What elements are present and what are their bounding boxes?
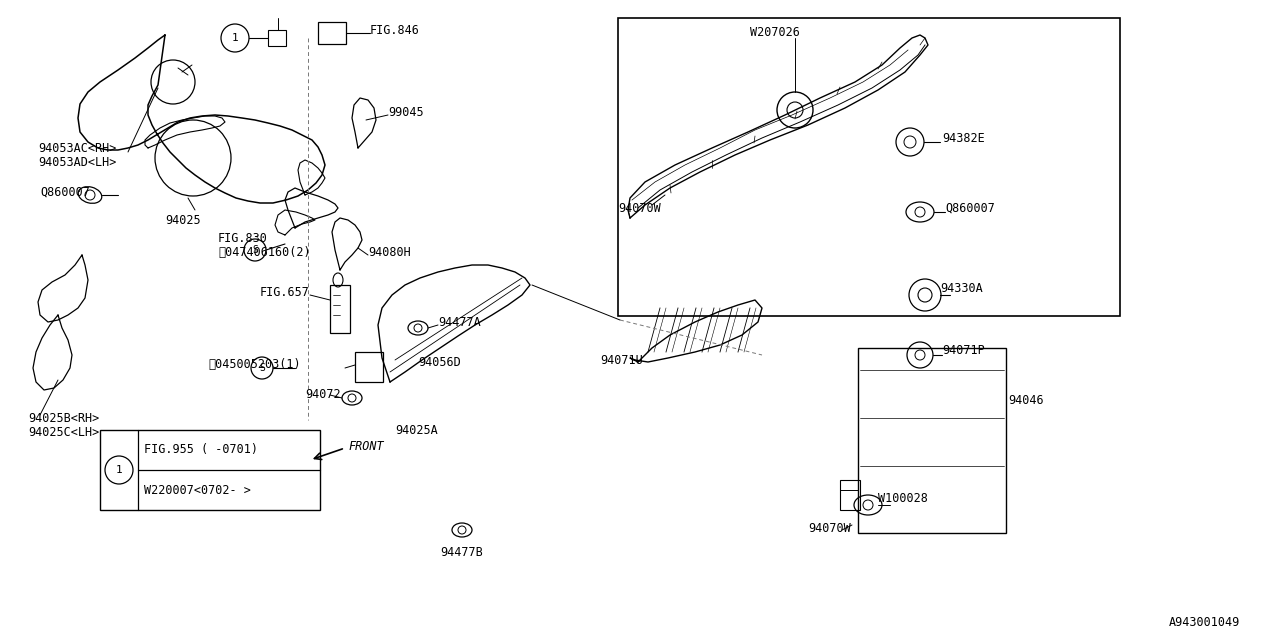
Text: 94053AD<LH>: 94053AD<LH> <box>38 156 116 168</box>
Bar <box>858 348 1006 533</box>
Text: Ⓢ047406160(2): Ⓢ047406160(2) <box>218 246 311 259</box>
Text: FIG.657: FIG.657 <box>260 285 310 298</box>
Text: 94071U: 94071U <box>600 353 643 367</box>
Bar <box>618 18 1120 316</box>
Text: 99045: 99045 <box>388 106 424 118</box>
Text: S: S <box>252 245 259 255</box>
Text: FIG.846: FIG.846 <box>370 24 420 36</box>
Bar <box>268 30 285 46</box>
Text: FRONT: FRONT <box>348 440 384 452</box>
Text: W100028: W100028 <box>878 492 928 504</box>
Text: 94080H: 94080H <box>369 246 411 259</box>
Text: 1: 1 <box>232 33 238 43</box>
Bar <box>840 480 860 510</box>
Text: 94025A: 94025A <box>396 424 438 436</box>
Bar <box>355 352 383 382</box>
Text: 94072: 94072 <box>305 388 340 401</box>
Text: Ⓢ045005203(1): Ⓢ045005203(1) <box>207 358 301 371</box>
Bar <box>317 22 346 44</box>
Text: 94477A: 94477A <box>438 316 481 328</box>
Text: S: S <box>259 363 265 373</box>
Text: Q860007: Q860007 <box>40 186 90 198</box>
Text: 94382E: 94382E <box>942 131 984 145</box>
Text: 94477B: 94477B <box>440 545 483 559</box>
Text: 94070W: 94070W <box>618 202 660 214</box>
Text: 94330A: 94330A <box>940 282 983 294</box>
Text: W207026: W207026 <box>750 26 800 38</box>
Text: W220007<0702- >: W220007<0702- > <box>143 483 251 497</box>
Text: 1: 1 <box>115 465 123 475</box>
Text: FIG.955 ( -0701): FIG.955 ( -0701) <box>143 444 259 456</box>
Bar <box>100 430 320 510</box>
Text: 94070W: 94070W <box>808 522 851 534</box>
Text: 94046: 94046 <box>1009 394 1043 406</box>
Text: 94025B<RH>: 94025B<RH> <box>28 412 100 424</box>
Text: 94025C<LH>: 94025C<LH> <box>28 426 100 438</box>
Text: 94071P: 94071P <box>942 344 984 356</box>
Text: 94056D: 94056D <box>419 355 461 369</box>
Text: FIG.830: FIG.830 <box>218 232 268 244</box>
Text: 94025: 94025 <box>165 214 201 227</box>
Text: Q860007: Q860007 <box>945 202 995 214</box>
Text: A943001049: A943001049 <box>1169 616 1240 628</box>
Bar <box>330 285 349 333</box>
Text: 94053AC<RH>: 94053AC<RH> <box>38 141 116 154</box>
